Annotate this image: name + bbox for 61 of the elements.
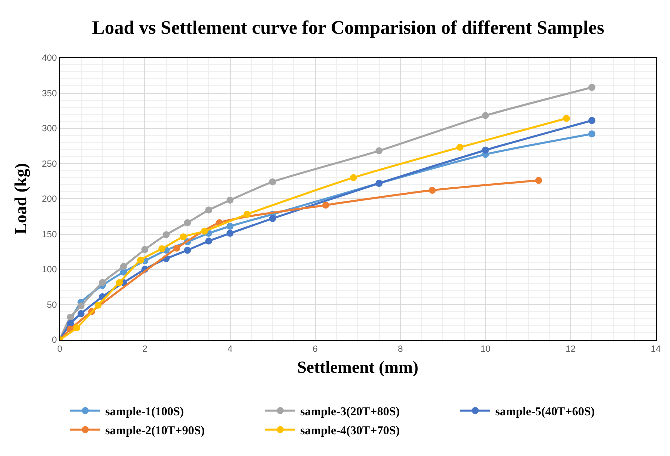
y-tick-label: 50 (47, 300, 58, 310)
chart-title: Load vs Settlement curve for Comparision of different Samples (92, 18, 605, 39)
x-tick-label: 12 (566, 344, 576, 354)
x-tick-label: 8 (398, 344, 404, 354)
point (158, 246, 166, 253)
point (120, 263, 128, 270)
point (142, 246, 149, 254)
point (482, 112, 490, 120)
point (350, 174, 358, 182)
point (588, 117, 596, 124)
y-tick-label: 0 (52, 335, 58, 346)
point (94, 302, 102, 309)
point (563, 115, 570, 122)
x-axis-title: Settlement (mm) (297, 358, 419, 378)
point (162, 231, 170, 238)
point (456, 144, 464, 152)
y-tick-label: 250 (42, 158, 58, 169)
point (206, 238, 212, 245)
point (184, 246, 192, 254)
legend-label: sample-1(100S) (106, 404, 184, 419)
y-tick-label: 350 (42, 88, 58, 98)
point (535, 177, 542, 184)
y-tick-label: 150 (42, 229, 58, 240)
y-tick-label: 100 (42, 264, 58, 275)
x-tick-label: 14 (650, 344, 662, 354)
point (137, 256, 144, 264)
point (78, 310, 85, 318)
legend-label: sample-2(10T+90S) (106, 424, 206, 438)
y-tick-label: 400 (42, 53, 58, 64)
legend-label: sample-3(20T+80S) (300, 404, 400, 419)
point (184, 219, 192, 226)
point (482, 146, 490, 154)
point (67, 314, 74, 321)
point (116, 279, 124, 286)
point (226, 223, 234, 230)
x-tick-label: 6 (312, 344, 318, 354)
point (206, 206, 212, 214)
point (74, 324, 81, 332)
point (244, 211, 251, 218)
x-tick-label: 10 (480, 344, 491, 354)
point (180, 234, 187, 241)
x-tick-label: 2 (142, 344, 148, 354)
point (269, 178, 276, 186)
y-axis-title: Load (kg) (12, 163, 31, 235)
point (322, 202, 330, 209)
x-tick-label: 4 (228, 344, 233, 354)
point (99, 279, 106, 286)
point (226, 230, 234, 238)
point (78, 302, 85, 310)
y-tick-label: 200 (42, 194, 58, 204)
y-tick-label: 300 (42, 124, 58, 134)
point (226, 196, 234, 204)
point (269, 215, 276, 222)
point (429, 187, 436, 194)
legend-label: sample-5(40T+60S) (496, 404, 596, 419)
point (588, 84, 596, 92)
legend-label: sample-4(30T+70S) (300, 424, 400, 438)
point (201, 228, 208, 235)
point (376, 148, 383, 155)
point (174, 244, 181, 252)
point (588, 130, 596, 138)
